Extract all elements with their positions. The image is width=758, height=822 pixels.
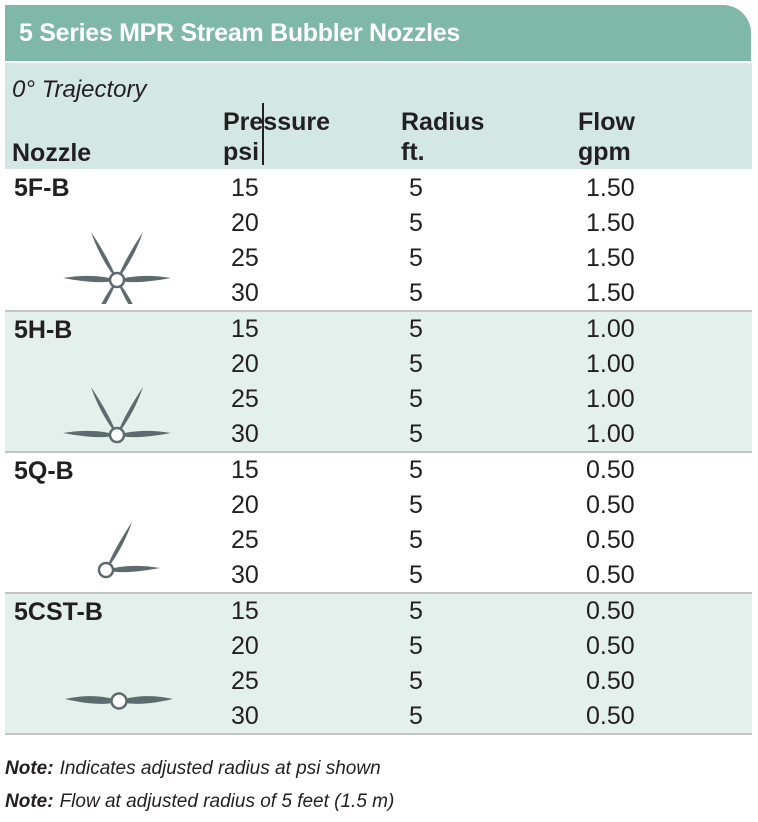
group-divider — [5, 310, 752, 312]
nozzle-name: 5F-B — [14, 174, 70, 202]
radius-column-header: Radius ft. — [401, 107, 484, 167]
pressure-cell: 30 — [231, 279, 259, 307]
note-text: Indicates adjusted radius at psi shown — [59, 758, 381, 779]
pressure-cell: 20 — [231, 209, 259, 237]
pressure-cell: 30 — [231, 561, 259, 589]
pressure-header-label: Pressure — [223, 108, 331, 136]
radius-cell: 5 — [409, 526, 423, 554]
flow-cell: 0.50 — [586, 702, 635, 730]
flow-cell: 0.50 — [586, 597, 635, 625]
radius-cell: 5 — [409, 597, 423, 625]
table-title: 5 Series MPR Stream Bubbler Nozzles — [5, 5, 751, 61]
pressure-cell: 20 — [231, 491, 259, 519]
radius-cell: 5 — [409, 315, 423, 343]
pressure-cell: 25 — [231, 667, 259, 695]
table-title-text: 5 Series MPR Stream Bubbler Nozzles — [19, 18, 461, 47]
group-divider — [5, 592, 752, 594]
nozzle-group-5q-b: 5Q-B 15 5 0.50 20 5 0.50 25 5 0.50 30 5 … — [5, 453, 752, 593]
flow-cell: 0.50 — [586, 632, 635, 660]
pressure-cell: 20 — [231, 632, 259, 660]
nozzle-name: 5H-B — [14, 316, 73, 344]
nozzle-column-header: Nozzle — [12, 139, 92, 167]
full-circle-spray-pattern-icon — [63, 232, 171, 304]
flow-cell: 0.50 — [586, 561, 635, 589]
radius-cell: 5 — [409, 209, 423, 237]
radius-header-unit: ft. — [401, 138, 425, 166]
flow-header-label: Flow — [578, 108, 635, 136]
flow-cell: 1.50 — [586, 279, 635, 307]
flow-cell: 1.50 — [586, 209, 635, 237]
radius-cell: 5 — [409, 279, 423, 307]
flow-cell: 1.00 — [586, 350, 635, 378]
flow-cell: 0.50 — [586, 667, 635, 695]
center-strip-spray-pattern-icon — [65, 692, 173, 710]
note-text: Flow at adjusted radius of 5 feet (1.5 m… — [59, 791, 395, 812]
trajectory-label: 0° Trajectory — [12, 76, 147, 103]
flow-cell: 1.00 — [586, 420, 635, 448]
pressure-cell: 15 — [231, 597, 259, 625]
pressure-cell: 25 — [231, 385, 259, 413]
quarter-circle-spray-pattern-icon — [97, 522, 160, 579]
nozzle-name: 5Q-B — [14, 457, 74, 485]
radius-cell: 5 — [409, 350, 423, 378]
radius-cell: 5 — [409, 491, 423, 519]
flow-cell: 1.00 — [586, 385, 635, 413]
table-header — [5, 63, 752, 169]
nozzle-group-5cst-b: 5CST-B 15 5 0.50 20 5 0.50 25 5 0.50 30 … — [5, 594, 752, 734]
nozzle-group-5f-b: 5F-B 15 5 1.50 20 5 1.50 25 5 1.50 30 5 … — [5, 170, 752, 310]
pressure-cell: 30 — [231, 702, 259, 730]
pressure-cell: 15 — [231, 315, 259, 343]
group-divider — [5, 451, 752, 453]
pressure-header-unit: psi — [223, 138, 260, 166]
flow-column-header: Flow gpm — [578, 107, 635, 167]
pressure-cell: 15 — [231, 174, 259, 202]
flow-cell: 1.00 — [586, 315, 635, 343]
note-adjusted-radius: Note: Indicates adjusted radius at psi sh… — [5, 758, 381, 780]
radius-cell: 5 — [409, 385, 423, 413]
radius-cell: 5 — [409, 244, 423, 272]
pressure-cell: 20 — [231, 350, 259, 378]
flow-header-unit: gpm — [578, 138, 631, 166]
flow-cell: 0.50 — [586, 491, 635, 519]
group-divider — [5, 733, 752, 735]
radius-cell: 5 — [409, 456, 423, 484]
radius-cell: 5 — [409, 174, 423, 202]
nozzle-group-5h-b: 5H-B 15 5 1.00 20 5 1.00 25 5 1.00 30 5 … — [5, 312, 752, 452]
flow-cell: 1.50 — [586, 244, 635, 272]
half-circle-spray-pattern-icon — [63, 387, 171, 444]
radius-cell: 5 — [409, 667, 423, 695]
flow-cell: 0.50 — [586, 526, 635, 554]
pressure-cell: 30 — [231, 420, 259, 448]
radius-cell: 5 — [409, 632, 423, 660]
radius-cell: 5 — [409, 420, 423, 448]
note-label: Note: — [5, 791, 54, 812]
flow-cell: 1.50 — [586, 174, 635, 202]
pressure-cell: 25 — [231, 244, 259, 272]
radius-header-label: Radius — [401, 108, 485, 136]
flow-cell: 0.50 — [586, 456, 635, 484]
pressure-cell: 15 — [231, 456, 259, 484]
note-label: Note: — [5, 758, 54, 779]
note-flow: Note: Flow at adjusted radius of 5 feet (… — [5, 791, 394, 813]
pressure-cell: 25 — [231, 526, 259, 554]
radius-cell: 5 — [409, 561, 423, 589]
text-cursor — [262, 103, 264, 165]
pressure-column-header: Pressure psi — [223, 107, 330, 167]
nozzle-name: 5CST-B — [14, 598, 103, 626]
radius-cell: 5 — [409, 702, 423, 730]
